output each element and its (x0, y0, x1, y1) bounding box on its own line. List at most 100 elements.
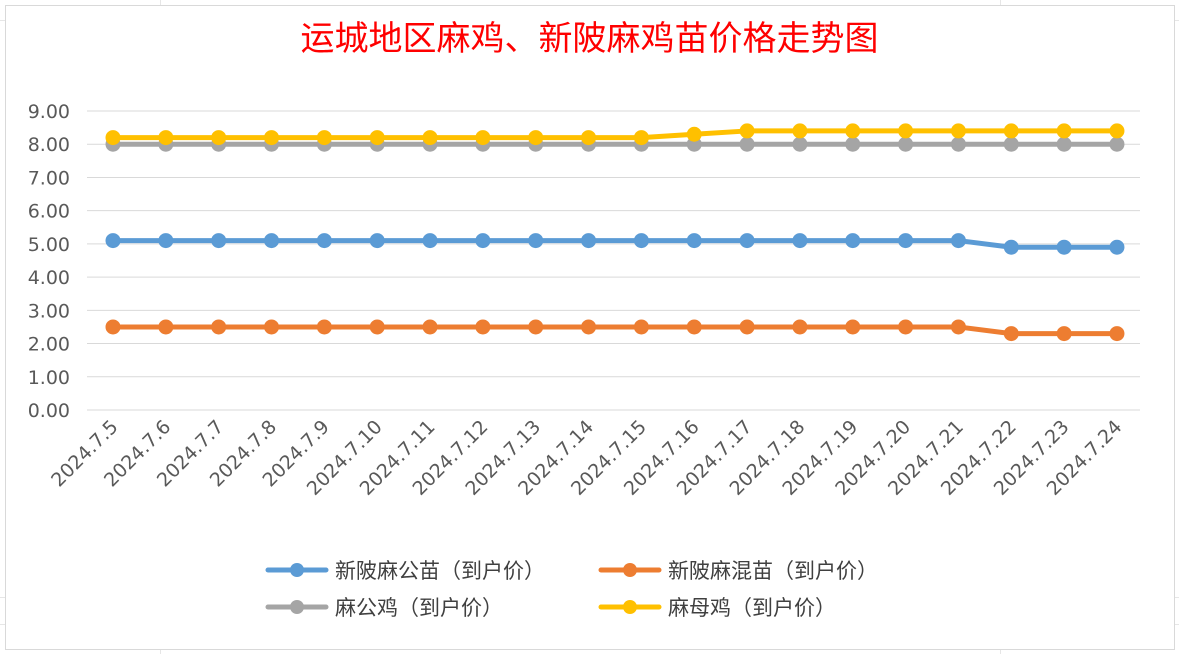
data-point (1109, 136, 1125, 152)
data-point (369, 130, 385, 146)
data-point (898, 123, 914, 139)
series-line (110, 324, 1120, 337)
data-point (633, 130, 649, 146)
data-point (792, 319, 808, 335)
data-point (1003, 136, 1019, 152)
data-point (845, 136, 861, 152)
legend-item: 新陂麻公苗（到户价） (265, 559, 545, 583)
data-point (950, 319, 966, 335)
data-point (686, 319, 702, 335)
data-point (475, 130, 491, 146)
data-point (686, 126, 702, 142)
y-tick-label: 1.00 (28, 367, 70, 389)
legend-marker (290, 563, 304, 577)
data-point (264, 233, 280, 249)
data-point (898, 136, 914, 152)
y-tick-label: 0.00 (28, 400, 70, 422)
y-axis-tick-labels: 0.00 1.00 2.00 3.00 4.00 5.00 6.00 7.00 8.00 9.00 (28, 101, 70, 422)
data-point (316, 319, 332, 335)
data-point (581, 130, 597, 146)
y-tick-label: 4.00 (28, 267, 70, 289)
data-point (264, 130, 280, 146)
data-point (739, 319, 755, 335)
data-point (950, 123, 966, 139)
data-point (792, 136, 808, 152)
data-point (845, 319, 861, 335)
series-2 (105, 319, 1125, 342)
series-1 (105, 233, 1125, 255)
data-point (211, 130, 227, 146)
data-point (739, 233, 755, 249)
data-point (105, 233, 121, 249)
legend-label: 新陂麻公苗（到户价） (335, 559, 545, 583)
data-point (422, 319, 438, 335)
data-point (792, 123, 808, 139)
y-tick-label: 3.00 (28, 300, 70, 322)
legend-marker (290, 600, 304, 614)
data-point (898, 319, 914, 335)
data-point (581, 233, 597, 249)
data-point (1003, 326, 1019, 342)
gridlines (87, 110, 1140, 411)
data-point (1056, 239, 1072, 255)
y-tick-label: 6.00 (28, 201, 70, 223)
data-point (792, 233, 808, 249)
data-point (528, 233, 544, 249)
x-axis-tick-labels: 2024.7.52024.7.62024.7.72024.7.82024.7.9… (47, 416, 1126, 500)
series-line (110, 238, 1120, 250)
series-line (110, 128, 1120, 141)
data-point (1109, 123, 1125, 139)
data-point (105, 130, 121, 146)
data-point (581, 319, 597, 335)
data-point (264, 319, 280, 335)
data-point (633, 319, 649, 335)
legend-label: 麻公鸡（到户价） (335, 596, 503, 620)
legend-item: 麻母鸡（到户价） (598, 596, 836, 620)
y-tick-label: 5.00 (28, 234, 70, 256)
data-point (1109, 326, 1125, 342)
chart-title: 运城地区麻鸡、新陂麻鸡苗价格走势图 (300, 19, 879, 59)
data-point (686, 233, 702, 249)
data-point (898, 233, 914, 249)
data-point (369, 319, 385, 335)
legend-label: 新陂麻混苗（到户价） (668, 559, 878, 583)
data-point (105, 319, 121, 335)
legend: 新陂麻公苗（到户价） 新陂麻混苗（到户价） 麻公鸡（到户价） 麻母鸡（到户价） (265, 559, 878, 620)
y-tick-label: 8.00 (28, 134, 70, 156)
data-point (950, 136, 966, 152)
data-point (422, 233, 438, 249)
data-point (739, 123, 755, 139)
series-4 (105, 123, 1125, 146)
data-point (950, 233, 966, 249)
data-point (475, 319, 491, 335)
legend-marker (623, 563, 637, 577)
data-point (316, 233, 332, 249)
series-layer (105, 123, 1125, 342)
data-point (475, 233, 491, 249)
data-point (1056, 123, 1072, 139)
data-point (158, 130, 174, 146)
legend-marker (623, 600, 637, 614)
data-point (633, 233, 649, 249)
data-point (1003, 123, 1019, 139)
legend-label: 麻母鸡（到户价） (668, 596, 836, 620)
data-point (316, 130, 332, 146)
data-point (739, 136, 755, 152)
legend-item: 新陂麻混苗（到户价） (598, 559, 878, 583)
data-point (845, 123, 861, 139)
data-point (1003, 239, 1019, 255)
data-point (422, 130, 438, 146)
data-point (528, 130, 544, 146)
data-point (1056, 326, 1072, 342)
data-point (211, 319, 227, 335)
y-tick-label: 7.00 (28, 167, 70, 189)
data-point (369, 233, 385, 249)
legend-item: 麻公鸡（到户价） (265, 596, 503, 620)
data-point (845, 233, 861, 249)
data-point (158, 233, 174, 249)
data-point (528, 319, 544, 335)
data-point (158, 319, 174, 335)
y-tick-label: 9.00 (28, 101, 70, 123)
y-tick-label: 2.00 (28, 334, 70, 356)
